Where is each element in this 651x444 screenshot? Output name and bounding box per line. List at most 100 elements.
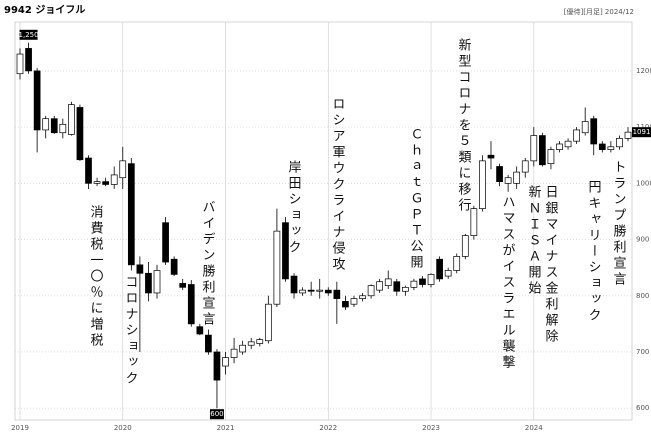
candle-body	[556, 143, 563, 150]
candle-body	[419, 278, 426, 285]
candle-body	[85, 157, 92, 184]
annotation: 新ＮＩＳＡ開始	[526, 184, 542, 297]
last-label-bg	[632, 127, 651, 138]
candle-body	[307, 289, 315, 292]
candle-body	[539, 135, 546, 166]
annotation: バイデン勝利宣言	[200, 200, 216, 328]
candle-body	[444, 270, 452, 277]
candle-body	[470, 208, 478, 236]
plot-frame	[14, 21, 633, 421]
candle-body	[393, 281, 401, 292]
last-label: 1091	[633, 128, 651, 136]
annotation: 円キャリーショック	[586, 180, 601, 324]
candle-body	[384, 278, 392, 286]
candle-body	[342, 301, 349, 308]
candle-body	[436, 258, 443, 280]
x-tick-label: 2023	[422, 424, 440, 432]
candle-body	[16, 53, 24, 75]
candle-body	[496, 166, 503, 182]
candle-body	[119, 160, 127, 179]
candle-body	[239, 344, 246, 353]
candle-body	[581, 121, 589, 134]
candle-body	[461, 235, 469, 257]
candle-body	[410, 280, 418, 288]
candle-body	[136, 264, 144, 274]
candle-body	[427, 274, 435, 285]
candle-body	[59, 123, 67, 134]
candle-body	[590, 118, 598, 145]
y-tick-label: 900	[636, 236, 649, 244]
candle-body	[513, 171, 521, 184]
candle-body	[290, 275, 298, 294]
x-tick-label: 2024	[525, 424, 543, 432]
annotation: 岸田ショック	[286, 160, 302, 256]
chart-subtitle: [優待][月足] 2024/12	[564, 7, 634, 16]
candle-body	[42, 118, 50, 131]
candle-body	[530, 135, 538, 162]
candle-body	[299, 289, 306, 294]
annotation: ロシア軍ウクライナ侵攻	[330, 97, 346, 273]
low-label-bg	[209, 409, 224, 420]
y-tick-label: 1200	[636, 67, 651, 75]
candle-body	[282, 222, 289, 280]
low-label: 600	[210, 410, 223, 418]
annotation: 新型コロナを５類に移行	[456, 37, 472, 214]
candle-body	[153, 270, 161, 294]
candle-body	[162, 222, 169, 263]
high-label: 1,250	[19, 31, 39, 39]
candle-body	[213, 351, 221, 381]
candle-body	[102, 181, 109, 185]
candle-body	[504, 177, 512, 184]
candle-body	[25, 48, 32, 72]
y-tick-label: 1100	[636, 123, 651, 131]
x-tick-label: 2019	[11, 424, 29, 432]
candle-body	[205, 334, 212, 353]
candle-body	[316, 289, 324, 292]
annotation: ＣｈａｔＧＰＴ公開	[408, 127, 424, 271]
candle-body	[145, 272, 152, 294]
annotation: ハマスがイスラエル襲撃	[500, 195, 516, 371]
candle-body	[333, 289, 341, 299]
candle-body	[170, 258, 178, 275]
annotation: トランプ勝利宣言	[611, 160, 627, 288]
candle-body	[110, 174, 118, 185]
candle-body	[247, 341, 255, 346]
candle-body	[350, 298, 358, 305]
candle-body	[324, 289, 332, 294]
candle-body	[127, 163, 135, 266]
high-label-bg	[19, 29, 38, 40]
candle-body	[624, 131, 632, 139]
candle-body	[187, 284, 195, 325]
candle-body	[453, 256, 461, 271]
candle-body	[479, 160, 486, 209]
candle-body	[607, 146, 615, 150]
candle-body	[50, 118, 58, 134]
candle-body	[616, 138, 623, 148]
chart-title: 9942 ジョイフル	[4, 4, 85, 16]
y-tick-label: 600	[636, 404, 649, 412]
candle-body	[264, 303, 272, 342]
candle-body	[598, 143, 606, 150]
x-tick-label: 2022	[319, 424, 337, 432]
candle-body	[367, 285, 375, 297]
candle-body	[564, 140, 572, 148]
x-tick-label: 2021	[217, 424, 235, 432]
candle-body	[68, 104, 75, 135]
candle-body	[547, 149, 555, 165]
candle-body	[222, 357, 229, 367]
candle-body	[33, 70, 41, 131]
candle-body	[521, 160, 529, 173]
y-tick-label: 1000	[636, 179, 651, 187]
candle-body	[487, 154, 495, 159]
candle-body	[196, 326, 204, 335]
candle-body	[230, 348, 238, 358]
annotation: コロナショック	[123, 275, 138, 387]
candle-body	[376, 281, 384, 291]
candle-body	[273, 230, 281, 305]
annotation: 消費税一〇％に増税	[88, 205, 104, 349]
y-tick-label: 700	[636, 348, 649, 356]
candle-body	[93, 181, 101, 184]
candle-body	[256, 339, 264, 344]
candle-body	[179, 283, 187, 288]
